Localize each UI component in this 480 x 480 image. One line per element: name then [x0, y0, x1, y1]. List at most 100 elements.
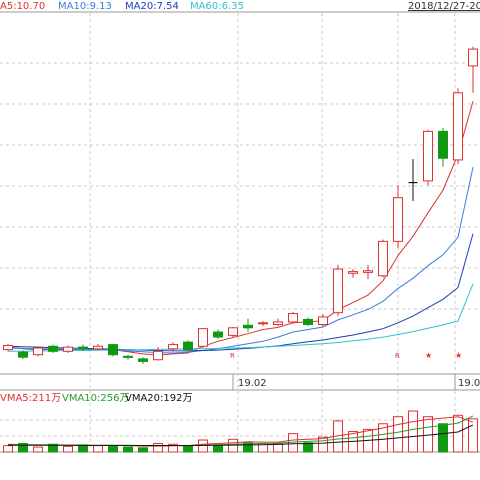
candle-body	[303, 318, 313, 325]
candle-body	[378, 240, 388, 277]
volume-bar	[318, 436, 328, 453]
volume-bar	[453, 414, 463, 453]
candle	[3, 343, 13, 352]
candle-body	[468, 48, 478, 67]
candle-body	[258, 322, 268, 325]
candle	[303, 317, 313, 327]
candle	[258, 321, 268, 327]
candle	[468, 46, 478, 93]
candle	[198, 327, 208, 348]
candle	[153, 347, 163, 361]
candle-body	[213, 331, 223, 338]
volume-bar	[438, 423, 448, 453]
star-marker: ★	[425, 351, 432, 360]
candle-body	[63, 346, 73, 352]
volume-bar	[63, 445, 73, 453]
candle-body	[273, 321, 283, 325]
candle	[168, 342, 178, 351]
star-marker: ★	[455, 351, 462, 360]
volume-bar	[303, 442, 313, 453]
candle	[453, 88, 463, 165]
candle-body	[438, 130, 448, 159]
candle-body	[33, 347, 43, 356]
volume-bar	[78, 444, 88, 453]
vma5-label: VMA5:211万	[0, 393, 62, 404]
candle-body	[453, 92, 463, 161]
candle	[363, 264, 373, 280]
candle	[48, 344, 58, 354]
candle	[213, 329, 223, 339]
volume-bar	[468, 418, 478, 453]
candle	[18, 350, 28, 359]
candle-body	[93, 345, 103, 350]
candle	[393, 185, 403, 249]
ma10-label: MA10:9.13	[58, 1, 112, 12]
volume-bar	[198, 439, 208, 453]
volume-bar	[138, 447, 148, 453]
volume-bar	[123, 446, 133, 453]
vma20-line	[8, 424, 474, 446]
candle	[348, 269, 358, 278]
candle-body	[48, 345, 58, 352]
candle-body	[393, 197, 403, 242]
candle	[228, 326, 238, 338]
candle-body	[3, 344, 13, 351]
candle	[273, 318, 283, 327]
candle	[33, 346, 43, 357]
volume-bar	[93, 445, 103, 453]
volume-bar	[228, 438, 238, 453]
volume-bar	[18, 443, 28, 453]
candle	[333, 264, 343, 317]
candle-body	[153, 350, 163, 361]
candle-body	[348, 271, 358, 274]
candle	[183, 340, 193, 352]
r-marker: R	[395, 352, 400, 360]
volume-bar	[153, 443, 163, 453]
vma20-label: VMA20:192万	[125, 393, 193, 404]
candle-body	[123, 355, 133, 358]
ma20-label: MA20:7.54	[125, 1, 179, 12]
volume-bar	[393, 416, 403, 453]
candle	[63, 345, 73, 354]
candle-body	[243, 324, 253, 329]
volume-bar	[243, 442, 253, 453]
volume-bar	[183, 445, 193, 453]
candle-body	[108, 344, 118, 356]
candle-body	[78, 346, 88, 350]
ma60-label: MA60:6.35	[190, 1, 244, 12]
x-tick-label: 19.03	[458, 378, 480, 389]
volume-bar	[213, 444, 223, 453]
candle-body	[183, 341, 193, 351]
candle-body	[288, 313, 298, 323]
candle	[378, 239, 388, 278]
volume-bar	[168, 443, 178, 453]
candle	[123, 354, 133, 360]
candle	[108, 343, 118, 357]
candle-body	[138, 358, 148, 362]
volume-bar	[48, 443, 58, 453]
candle	[78, 344, 88, 351]
x-tick-label: 19.02	[238, 378, 267, 389]
candle-body	[228, 327, 238, 336]
candle	[138, 357, 148, 364]
ma5-line	[7, 101, 474, 356]
candle-body	[363, 270, 373, 273]
vma10-label: VMA10:256万	[62, 393, 130, 404]
volume-bar	[378, 423, 388, 453]
candle	[423, 129, 433, 186]
candle	[408, 159, 418, 202]
candle	[243, 318, 253, 333]
ma60-line	[8, 283, 474, 352]
candle-body	[18, 351, 28, 358]
volume-bar	[3, 445, 13, 453]
candle-body	[198, 328, 208, 347]
candle	[438, 128, 448, 167]
candle	[288, 311, 298, 324]
candle-body	[318, 316, 328, 325]
candle-body	[168, 344, 178, 350]
ma5-label: A5:10.70	[0, 1, 46, 12]
volume-bar	[408, 410, 418, 453]
volume-bar	[108, 445, 118, 453]
